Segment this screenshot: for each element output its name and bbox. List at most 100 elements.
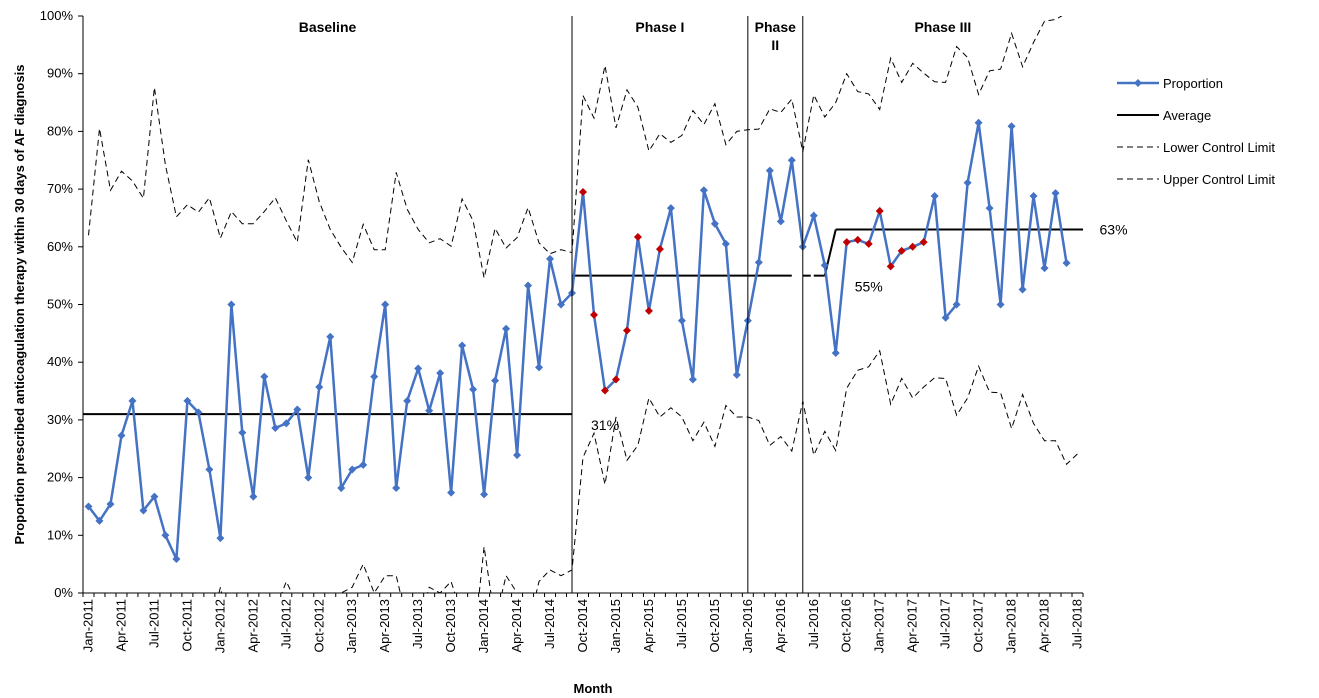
proportion-point xyxy=(403,396,412,405)
average-line xyxy=(823,229,837,276)
y-tick-label: 40% xyxy=(47,354,73,369)
proportion-point xyxy=(282,419,291,428)
proportion-point xyxy=(414,364,423,373)
proportion-point xyxy=(348,465,357,474)
proportion-point xyxy=(699,186,708,195)
proportion-point-signal xyxy=(886,262,895,271)
proportion-point-signal xyxy=(622,326,631,335)
proportion-point xyxy=(732,370,741,379)
y-tick-label: 60% xyxy=(47,239,73,254)
proportion-point xyxy=(809,211,818,220)
x-tick-label: Apr-2018 xyxy=(1037,599,1052,652)
proportion-point xyxy=(337,483,346,492)
proportion-point xyxy=(469,385,478,394)
x-tick-label: Jan-2015 xyxy=(608,599,623,653)
proportion-point-signal xyxy=(875,207,884,216)
x-tick-label: Apr-2014 xyxy=(509,599,524,652)
legend-marker xyxy=(1134,79,1142,87)
proportion-point xyxy=(666,204,675,213)
labels-layer: 0% 10% 20% 30% 40% 50% 60% 70% 80% 90% 100% Jan-201… xyxy=(12,8,1128,696)
proportion-point-signal xyxy=(897,246,906,255)
proportion-point xyxy=(315,383,324,392)
proportion-point xyxy=(985,204,994,213)
x-tick-label: Apr-2011 xyxy=(113,599,128,652)
control-limit-line xyxy=(88,16,1063,279)
proportion-point-signal xyxy=(864,239,873,248)
proportion-point xyxy=(996,300,1005,309)
y-tick-label: 20% xyxy=(47,470,73,485)
y-axis-title: Proportion prescribed anticoagulation th… xyxy=(12,65,27,545)
proportion-point xyxy=(952,300,961,309)
proportion-point xyxy=(480,490,489,499)
y-tick-label: 0% xyxy=(54,585,73,600)
phase-label: Phase I xyxy=(635,19,684,35)
proportion-point xyxy=(754,258,763,267)
proportion-point xyxy=(194,408,203,417)
x-tick-label: Oct-2011 xyxy=(179,599,194,652)
proportion-point xyxy=(436,369,445,378)
proportion-point xyxy=(172,554,181,563)
proportion-point xyxy=(963,178,972,187)
proportion-point xyxy=(84,502,93,511)
x-tick-label: Jul-2013 xyxy=(410,599,425,649)
proportion-point xyxy=(95,516,104,525)
proportion-point-signal xyxy=(919,238,928,247)
y-tick-label: 90% xyxy=(47,66,73,81)
proportion-point xyxy=(930,192,939,201)
proportion-point xyxy=(161,531,170,540)
proportion-point xyxy=(721,239,730,248)
proportion-point xyxy=(535,363,544,372)
proportion-point xyxy=(1040,264,1049,273)
x-tick-label: Jan-2018 xyxy=(1004,599,1019,653)
legend-label: Upper Control Limit xyxy=(1163,172,1275,187)
proportion-point-signal xyxy=(633,232,642,241)
legend-label: Average xyxy=(1163,108,1211,123)
proportion-point xyxy=(425,406,434,415)
y-tick-label: 70% xyxy=(47,181,73,196)
phase-label-line: Phase xyxy=(755,19,796,35)
x-tick-label: Apr-2016 xyxy=(773,599,788,652)
phase-label: Baseline xyxy=(299,19,357,35)
x-tick-label: Jul-2014 xyxy=(542,599,557,649)
proportion-point xyxy=(491,376,500,385)
x-tick-label: Jan-2012 xyxy=(212,599,227,653)
proportion-point xyxy=(249,492,258,501)
x-tick-label: Jul-2016 xyxy=(806,599,821,649)
proportion-point xyxy=(216,534,225,543)
proportion-point xyxy=(238,428,247,437)
proportion-point xyxy=(776,217,785,226)
proportion-point xyxy=(293,405,302,414)
phase-label: Phase III xyxy=(914,19,971,35)
x-tick-label: Jan-2017 xyxy=(872,599,887,653)
proportion-point xyxy=(941,313,950,322)
proportion-point xyxy=(359,460,368,469)
x-tick-label: Oct-2014 xyxy=(575,599,590,652)
proportion-point xyxy=(447,488,456,497)
proportion-point xyxy=(326,332,335,341)
proportion-point xyxy=(392,483,401,492)
proportion-point xyxy=(820,261,829,270)
proportion-point xyxy=(677,316,686,325)
y-tick-label: 50% xyxy=(47,297,73,312)
legend-label: Lower Control Limit xyxy=(1163,140,1275,155)
x-tick-label: Jul-2011 xyxy=(146,599,161,648)
proportion-point-signal xyxy=(600,386,609,395)
proportion-point xyxy=(117,431,126,440)
proportion-point xyxy=(688,375,697,384)
x-tick-label: Apr-2017 xyxy=(905,599,920,652)
proportion-point-signal xyxy=(908,242,917,251)
x-tick-label: Oct-2013 xyxy=(443,599,458,652)
x-tick-label: Jul-2015 xyxy=(674,599,689,649)
x-tick-label: Oct-2016 xyxy=(839,599,854,652)
proportion-point xyxy=(1062,258,1071,267)
x-tick-label: Apr-2012 xyxy=(245,599,260,652)
x-tick-label: Jan-2014 xyxy=(476,599,491,653)
proportion-point xyxy=(370,372,379,381)
axes-layer xyxy=(78,15,1084,597)
x-tick-label: Jul-2018 xyxy=(1070,599,1085,649)
average-annotation: 31% xyxy=(591,417,619,433)
proportion-point-signal xyxy=(589,310,598,319)
proportion-point xyxy=(524,281,533,290)
